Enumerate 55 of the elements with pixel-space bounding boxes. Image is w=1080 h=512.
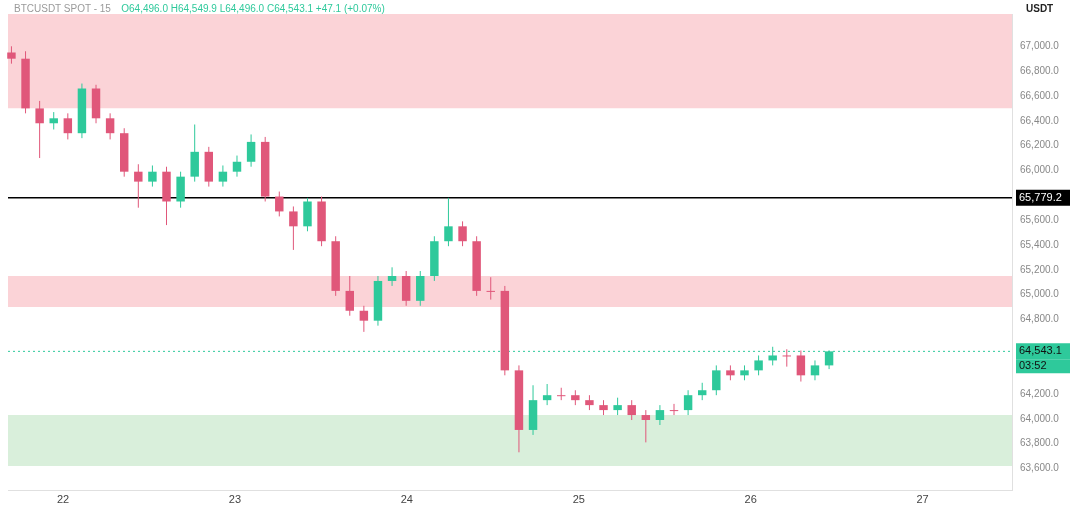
candlestick bbox=[289, 205, 298, 251]
y-tick-label: 66,000.0 bbox=[1020, 164, 1060, 176]
y-tick-label: 67,000.0 bbox=[1020, 40, 1060, 52]
text: 03:52 bbox=[1019, 359, 1047, 372]
candlestick bbox=[134, 163, 143, 209]
x-tick-label: 26 bbox=[744, 493, 757, 506]
candlestick bbox=[754, 354, 763, 376]
x-tick-label: 22 bbox=[56, 493, 70, 506]
candlestick bbox=[218, 164, 228, 188]
x-tick-label: 23 bbox=[228, 493, 242, 506]
candlestick bbox=[669, 403, 679, 416]
candlestick bbox=[655, 404, 665, 426]
candlestick bbox=[641, 409, 651, 443]
y-tick-label: 63,600.0 bbox=[1020, 462, 1060, 474]
y-tick-label: 66,400.0 bbox=[1020, 114, 1060, 126]
candlestick bbox=[387, 266, 397, 287]
y-tick-label: 64,800.0 bbox=[1020, 313, 1060, 325]
candlestick bbox=[542, 383, 552, 406]
y-tick-label: 65,600.0 bbox=[1020, 213, 1060, 225]
y-tick-label: 64,000.0 bbox=[1020, 412, 1060, 424]
candlestick bbox=[796, 349, 806, 383]
candlestick bbox=[232, 155, 242, 178]
y-tick-label: 65,200.0 bbox=[1020, 263, 1060, 275]
y-tick-label: 63,800.0 bbox=[1020, 437, 1060, 449]
ref-line-label: 64,543.1 bbox=[1019, 344, 1062, 357]
candlestick bbox=[712, 364, 721, 396]
candlestick bbox=[63, 112, 73, 140]
candlestick bbox=[557, 387, 566, 401]
y-tick-label: 64,200.0 bbox=[1020, 387, 1060, 399]
y-tick-label: 65,000.0 bbox=[1020, 288, 1060, 300]
x-tick-label: 27 bbox=[916, 493, 929, 506]
chart-subtitle: O64,496.0 H64,549.9 L64,496.0 C64,543.1 +47.1 (+0.07%) bbox=[121, 2, 385, 14]
candlestick bbox=[359, 305, 369, 333]
x-tick-label: 24 bbox=[400, 493, 413, 506]
candlestick bbox=[627, 399, 636, 421]
candlestick bbox=[486, 276, 495, 301]
candlestick bbox=[810, 359, 820, 381]
chart-title: BTCUSDT SPOT - 15 bbox=[14, 2, 112, 14]
candlestick bbox=[35, 100, 44, 159]
candlestick bbox=[105, 112, 115, 140]
ref-line-label: 65,779.2 bbox=[1019, 190, 1062, 203]
candlestick bbox=[782, 348, 792, 368]
candlestick bbox=[275, 191, 284, 217]
x-tick-label: 25 bbox=[572, 493, 585, 506]
candlestick bbox=[444, 197, 453, 247]
y-axis-title: USDT bbox=[1026, 2, 1054, 14]
candlestick bbox=[683, 389, 693, 416]
candlestick bbox=[246, 133, 256, 168]
y-tick-label: 66,200.0 bbox=[1020, 139, 1060, 151]
y-tick-label: 66,600.0 bbox=[1020, 89, 1060, 101]
candlestick bbox=[148, 164, 157, 188]
candlestick bbox=[345, 275, 354, 317]
candlestick bbox=[458, 220, 467, 247]
y-tick-label: 65,400.0 bbox=[1020, 238, 1060, 250]
y-tick-label: 66,800.0 bbox=[1020, 64, 1060, 76]
